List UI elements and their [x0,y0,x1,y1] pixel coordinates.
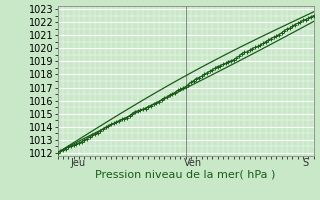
Text: Ven: Ven [184,158,202,168]
Text: Jeu: Jeu [70,158,86,168]
Text: S: S [303,158,309,168]
X-axis label: Pression niveau de la mer( hPa ): Pression niveau de la mer( hPa ) [95,170,276,180]
